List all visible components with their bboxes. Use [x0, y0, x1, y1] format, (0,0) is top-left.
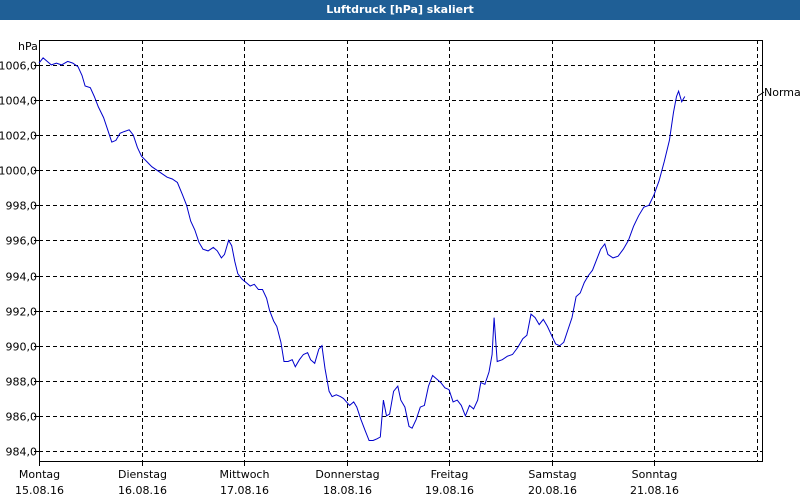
x-tick-date-label: 18.08.16: [323, 484, 372, 497]
y-tick-label: 1006,0: [0, 60, 37, 73]
x-tick-day-label: Sonntag: [632, 468, 678, 481]
vertical-gridlines: [142, 40, 758, 461]
y-axis-unit-label: hPa: [18, 40, 38, 53]
x-tick-day-label: Samstag: [528, 468, 576, 481]
series-line: [38, 57, 686, 441]
x-tick-date-label: 15.08.16: [15, 484, 64, 497]
reference-label: Normal: [764, 86, 800, 99]
y-tick-label: 994,0: [6, 271, 38, 284]
x-axis-ticks: Montag 15.08.16 Dienstag 16.08.16 Mittwoch 17…: [15, 461, 679, 497]
y-tick-label: 988,0: [6, 376, 38, 389]
x-tick-date-label: 21.08.16: [630, 484, 679, 497]
x-tick-date-label: 19.08.16: [425, 484, 474, 497]
y-tick-label: 1002,0: [0, 130, 37, 143]
horizontal-gridlines: [39, 65, 762, 452]
x-tick-day-label: Dienstag: [118, 468, 167, 481]
x-tick-day-label: Montag: [19, 468, 60, 481]
y-tick-label: 992,0: [6, 306, 38, 319]
y-tick-label: 984,0: [6, 446, 38, 459]
chart-title: Luftdruck [hPa] skaliert: [326, 3, 474, 16]
x-tick-date-label: 17.08.16: [220, 484, 269, 497]
y-tick-label: 990,0: [6, 341, 38, 354]
x-tick-date-label: 20.08.16: [528, 484, 577, 497]
y-tick-label: 1004,0: [0, 95, 37, 108]
y-tick-label: 996,0: [6, 235, 38, 248]
y-tick-label: 986,0: [6, 411, 38, 424]
y-tick-label: 998,0: [6, 200, 38, 213]
x-tick-day-label: Donnerstag: [315, 468, 379, 481]
y-axis-ticks: 984,0 986,0 988,0 990,0 992,0 994,0 996,0 998,0…: [0, 60, 39, 459]
x-tick-day-label: Freitag: [431, 468, 469, 481]
y-tick-label: 1000,0: [0, 165, 37, 178]
plot-frame: [39, 40, 763, 462]
x-tick-day-label: Mittwoch: [220, 468, 270, 481]
reference-marker: [757, 91, 765, 97]
title-bar: Luftdruck [hPa] skaliert: [0, 0, 800, 20]
pressure-chart: 984,0 986,0 988,0 990,0 992,0 994,0 996,0 998,0…: [0, 40, 800, 497]
x-tick-date-label: 16.08.16: [118, 484, 167, 497]
